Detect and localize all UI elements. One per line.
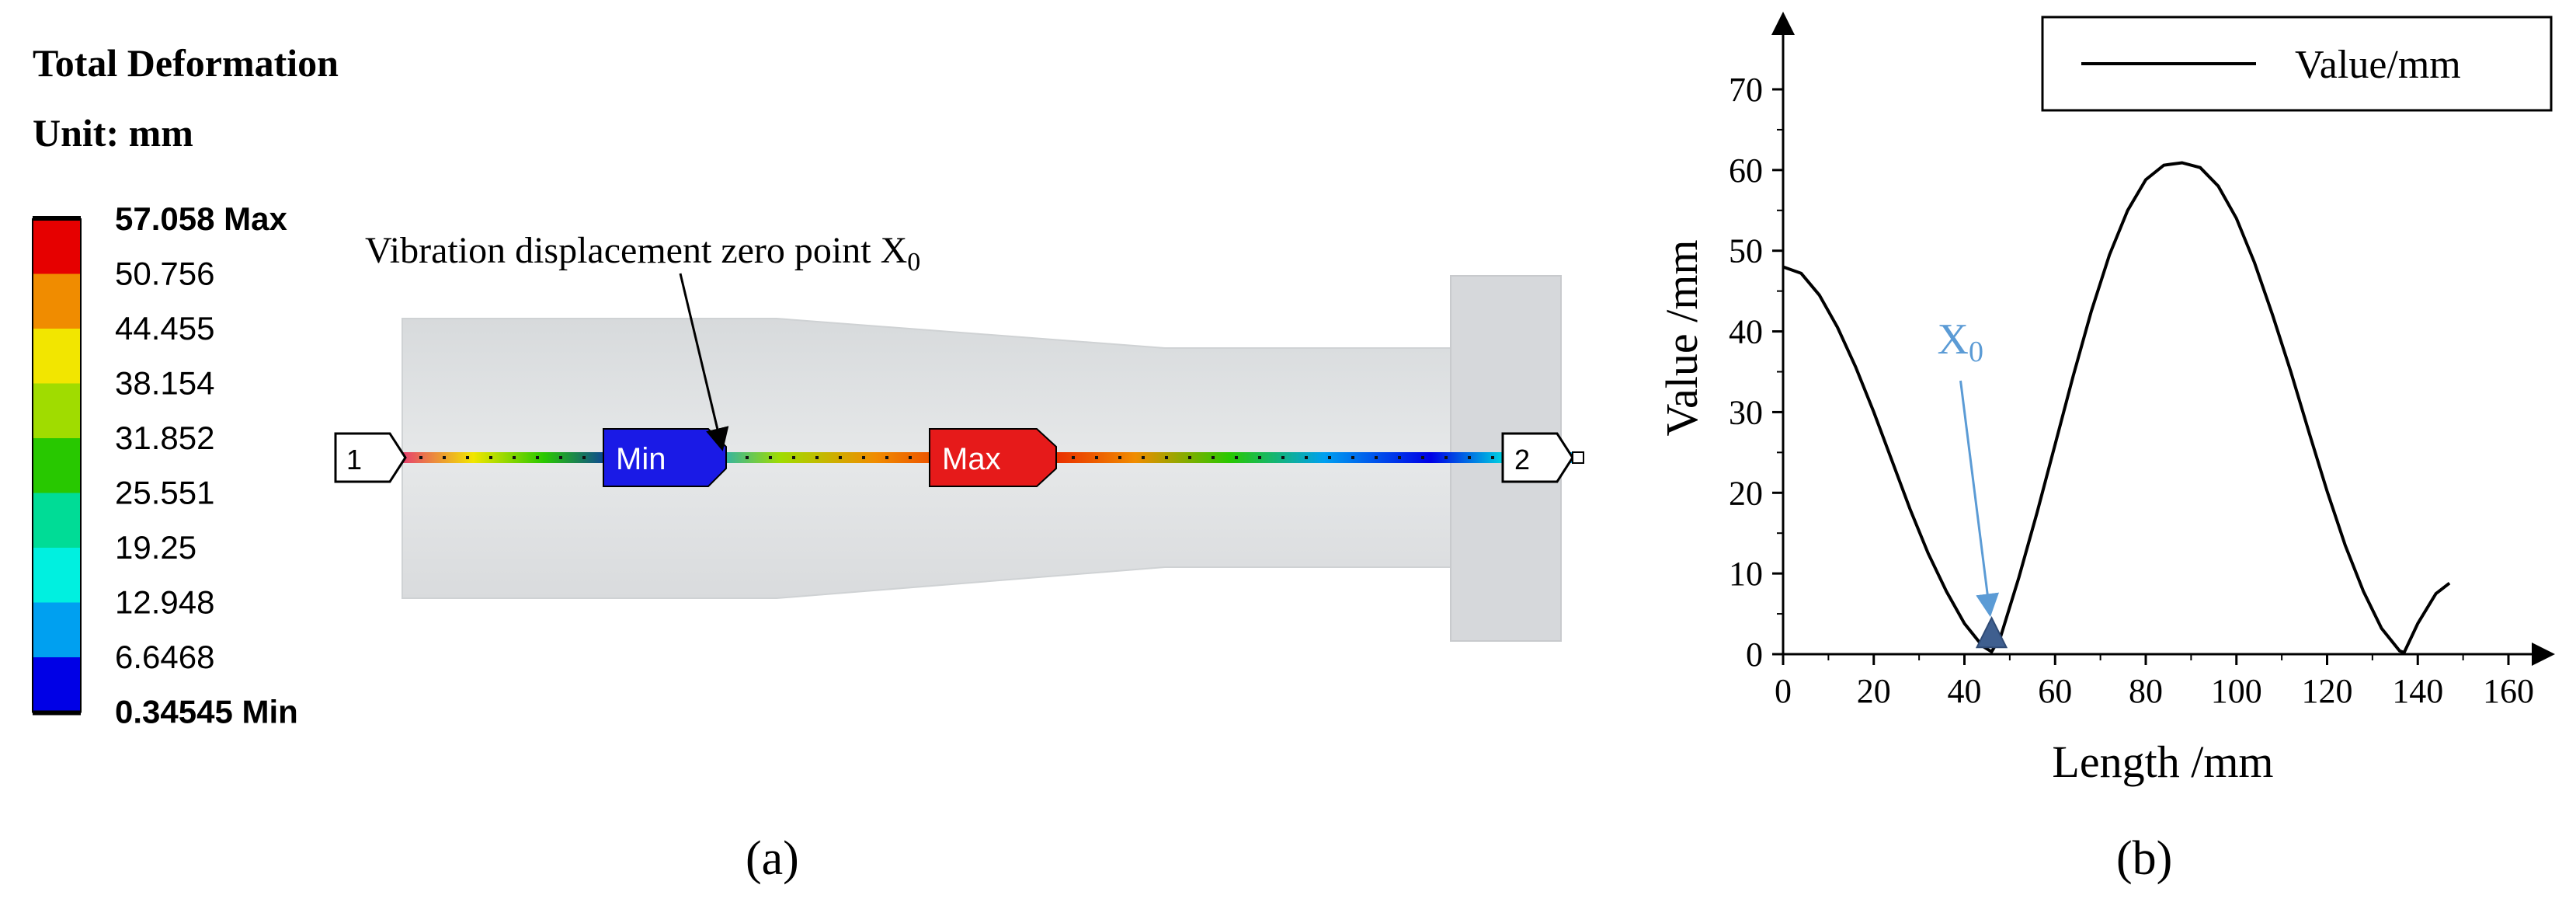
legend-swatch-2 [33, 329, 81, 384]
y-tick-label-2: 20 [1729, 474, 1763, 512]
legend-swatch-4 [33, 438, 81, 493]
chart-legend: Value/mm [2041, 16, 2553, 112]
chart-ticks: 0 20 40 60 80 100 120 140 160 0 10 20 30 40 50 60 70 [1729, 71, 2534, 710]
zero-point-annotation: Vibration displacement zero point X0 [365, 230, 920, 451]
y-tick-label-5: 50 [1729, 232, 1763, 270]
x-tick-label-2: 40 [1948, 672, 1982, 710]
max-tag-label: Max [942, 442, 1001, 476]
y-tick-label-6: 60 [1729, 152, 1763, 190]
y-axis-label: Value /mm [1656, 240, 1707, 437]
legend-value-4: 31.852 [115, 420, 214, 456]
panel-b: 0 20 40 60 80 100 120 140 160 0 10 20 30 40 50 60 70 Val… [1656, 12, 2555, 885]
y-tick-label-0: 0 [1746, 636, 1763, 674]
legend-value-7: 12.948 [115, 584, 214, 621]
annotation-text: Vibration displacement zero point X [365, 230, 907, 271]
legend-value-9: 0.34545 Min [115, 694, 298, 730]
x-tick-label-5: 100 [2211, 672, 2262, 710]
legend-swatch-8 [33, 657, 81, 712]
x0-label: X [1938, 315, 1969, 364]
x0-arrow [1959, 380, 2000, 618]
min-tag-label: Min [616, 442, 666, 476]
legend-value-5: 25.551 [115, 475, 214, 511]
y-tick-label-1: 10 [1729, 555, 1763, 593]
probe-start-tag: 1 [334, 432, 407, 483]
probe-end-tag: 2 [1501, 432, 1584, 483]
y-tick-label-7: 70 [1729, 71, 1763, 109]
legend-swatch-7 [33, 602, 81, 657]
y-tick-label-4: 40 [1729, 313, 1763, 351]
x0-triangle-marker [1975, 615, 2008, 649]
x-tick-label-1: 20 [1857, 672, 1891, 710]
legend-value-0: 57.058 Max [115, 200, 287, 237]
legend-value-8: 6.6468 [115, 639, 214, 675]
chart-axes [1771, 12, 2555, 666]
unit-label: Unit: mm [33, 111, 193, 155]
annotation-arrow [679, 273, 729, 451]
legend-swatch-3 [33, 383, 81, 438]
legend-swatch-1 [33, 273, 81, 329]
probe-end-label: 2 [1514, 444, 1530, 475]
y-tick-label-3: 30 [1729, 393, 1763, 431]
legend-value-3: 38.154 [115, 365, 214, 402]
legend-value-2: 44.455 [115, 310, 214, 347]
x-tick-label-4: 80 [2129, 672, 2163, 710]
legend-swatch-0 [33, 219, 81, 274]
legend-value-6: 19.25 [115, 529, 196, 566]
deformation-legend: 57.058 Max 50.756 44.455 38.154 31.852 25.551… [32, 200, 298, 730]
x-tick-label-3: 60 [2038, 672, 2072, 710]
deformation-title: Total Deformation [33, 41, 339, 85]
x-axis-label: Length /mm [2052, 737, 2273, 787]
legend-label: Value/mm [2295, 43, 2461, 87]
legend-value-1: 50.756 [115, 256, 214, 292]
legend-swatch-6 [33, 548, 81, 603]
annotation-subscript: 0 [907, 248, 920, 277]
min-tag: Min [603, 428, 727, 487]
caption-b: (b) [2116, 832, 2172, 885]
x-tick-label-7: 140 [2392, 672, 2443, 710]
max-tag: Max [929, 428, 1057, 487]
caption-a: (a) [746, 832, 799, 885]
x0-subscript: 0 [1969, 336, 1983, 368]
legend-swatch-5 [33, 493, 81, 548]
x-tick-label-6: 120 [2302, 672, 2353, 710]
svg-text:Vibration displacement zero po: Vibration displacement zero point X0 [365, 230, 920, 277]
series-line-value [1782, 161, 2451, 655]
svg-text:X0: X0 [1938, 315, 1983, 368]
x-tick-label-8: 160 [2483, 672, 2534, 710]
probe-start-label: 1 [346, 444, 362, 475]
x0-marker: X0 [1938, 315, 2008, 649]
x-tick-label-0: 0 [1775, 672, 1792, 710]
panel-a: Total Deformation Unit: mm 57.058 Max 50.… [32, 41, 1584, 885]
